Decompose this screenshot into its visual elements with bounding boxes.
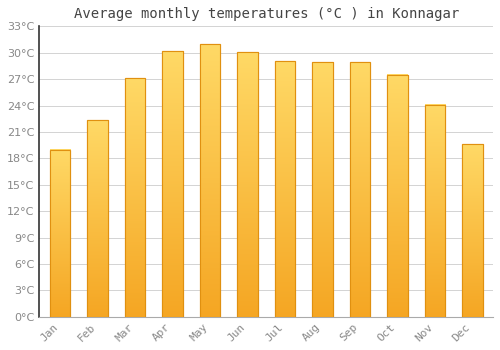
Bar — [162, 51, 182, 317]
Bar — [350, 62, 370, 317]
Bar — [50, 149, 70, 317]
Bar — [387, 75, 407, 317]
Bar — [162, 51, 182, 317]
Title: Average monthly temperatures (°C ) in Konnagar: Average monthly temperatures (°C ) in Ko… — [74, 7, 459, 21]
Bar — [274, 62, 295, 317]
Bar — [424, 105, 445, 317]
Bar — [350, 62, 370, 317]
Bar — [50, 149, 70, 317]
Bar — [87, 120, 108, 317]
Bar — [237, 52, 258, 317]
Bar — [200, 44, 220, 317]
Bar — [87, 120, 108, 317]
Bar — [312, 62, 332, 317]
Bar — [124, 78, 145, 317]
Bar — [124, 78, 145, 317]
Bar — [237, 52, 258, 317]
Bar — [200, 44, 220, 317]
Bar — [274, 62, 295, 317]
Bar — [424, 105, 445, 317]
Bar — [462, 144, 482, 317]
Bar — [387, 75, 407, 317]
Bar — [462, 144, 482, 317]
Bar — [312, 62, 332, 317]
